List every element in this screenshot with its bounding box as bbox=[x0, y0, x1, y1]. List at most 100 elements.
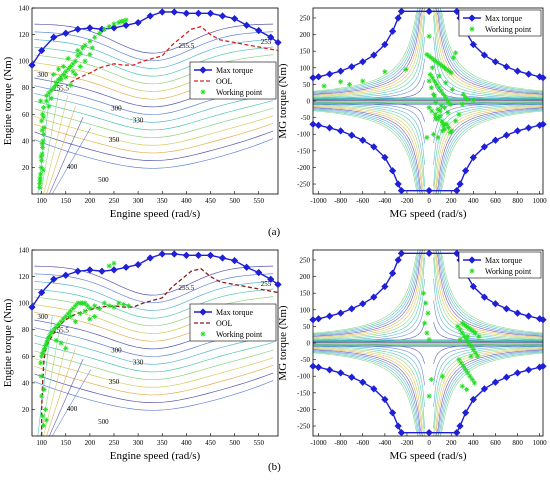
working-point bbox=[72, 319, 79, 325]
working-point bbox=[462, 95, 469, 101]
max-torque-marker bbox=[194, 9, 203, 17]
x-tick-label: 1000 bbox=[533, 197, 548, 205]
contour-line bbox=[34, 364, 274, 396]
max-torque-marker bbox=[370, 385, 378, 393]
working-point bbox=[428, 55, 434, 61]
working-point bbox=[467, 373, 473, 379]
working-point bbox=[440, 123, 447, 129]
contour-line bbox=[313, 350, 425, 436]
working-point bbox=[51, 85, 57, 91]
contour-line bbox=[433, 109, 543, 194]
working-point bbox=[38, 171, 44, 177]
contour-line bbox=[313, 345, 425, 407]
x-tick-label: 0 bbox=[427, 197, 431, 205]
contour-line bbox=[34, 31, 274, 62]
working-point bbox=[101, 26, 107, 32]
working-point bbox=[39, 118, 45, 124]
contour-line bbox=[313, 347, 425, 436]
contour-line bbox=[433, 250, 543, 338]
working-point bbox=[439, 118, 445, 124]
working-point bbox=[47, 332, 53, 338]
contour-line bbox=[34, 122, 274, 154]
working-point bbox=[468, 343, 474, 349]
x-tick-label: 500 bbox=[229, 439, 240, 447]
working-point bbox=[466, 325, 472, 331]
working-point bbox=[445, 124, 452, 131]
max-torque-marker bbox=[74, 25, 82, 33]
working-point bbox=[40, 144, 46, 151]
y-tick-label: 120 bbox=[19, 31, 30, 39]
working-point bbox=[450, 55, 457, 61]
max-torque-marker bbox=[243, 263, 251, 271]
max-torque-marker bbox=[480, 143, 489, 151]
working-point bbox=[43, 93, 50, 99]
contour-line bbox=[433, 250, 543, 335]
y-tick-label: 100 bbox=[19, 300, 30, 308]
max-torque-marker bbox=[425, 7, 433, 15]
working-point bbox=[39, 127, 45, 133]
contour-label: 330 bbox=[133, 116, 144, 124]
legend-marker-max-torque bbox=[468, 256, 476, 264]
y-tick-label: 140 bbox=[19, 247, 30, 255]
working-point bbox=[465, 370, 471, 376]
working-point bbox=[437, 61, 443, 68]
working-point bbox=[63, 313, 69, 320]
legend-marker-working-point bbox=[200, 331, 206, 337]
y-tick-label: -100 bbox=[297, 131, 310, 139]
working-point bbox=[53, 82, 59, 88]
contour-label: 300 bbox=[37, 71, 48, 79]
contour-line bbox=[313, 15, 425, 99]
working-point bbox=[422, 320, 428, 326]
max-torque-marker bbox=[425, 187, 433, 195]
working-point bbox=[420, 290, 427, 296]
working-point bbox=[65, 55, 71, 62]
working-point bbox=[60, 316, 66, 322]
working-point bbox=[435, 134, 441, 141]
legend-label: OOL bbox=[216, 319, 233, 328]
max-torque-marker bbox=[314, 363, 323, 371]
working-point bbox=[48, 329, 54, 335]
working-point bbox=[432, 111, 438, 117]
max-torque-marker bbox=[74, 267, 82, 275]
working-point bbox=[58, 77, 64, 83]
working-point bbox=[70, 305, 76, 312]
working-point bbox=[39, 393, 45, 399]
max-torque-marker bbox=[456, 180, 464, 188]
max-torque-marker bbox=[38, 46, 46, 55]
contour-line bbox=[313, 108, 425, 194]
x-tick-label: 500 bbox=[229, 197, 240, 205]
max-torque-marker bbox=[539, 316, 547, 324]
max-torque-marker bbox=[267, 275, 275, 283]
contour-line bbox=[313, 351, 425, 436]
contour-line bbox=[34, 23, 274, 54]
max-torque-marker bbox=[337, 67, 345, 75]
contour-line bbox=[433, 103, 543, 165]
max-torque-marker bbox=[397, 249, 406, 257]
working-point bbox=[58, 74, 64, 80]
contour-line bbox=[433, 250, 543, 336]
contour-line bbox=[433, 110, 543, 194]
max-torque-marker bbox=[381, 40, 389, 49]
max-torque-marker bbox=[314, 73, 323, 81]
working-point bbox=[436, 85, 442, 91]
x-tick-label: 0 bbox=[427, 439, 431, 447]
legend-label: Max torque bbox=[485, 14, 523, 23]
max-torque-marker bbox=[230, 257, 239, 265]
working-point bbox=[456, 111, 462, 117]
plot-frame bbox=[31, 249, 279, 437]
x-tick-label: 350 bbox=[157, 439, 168, 447]
y-tick-label: -50 bbox=[301, 356, 311, 364]
working-point bbox=[46, 103, 52, 109]
max-torque-marker bbox=[359, 58, 367, 66]
max-torque-marker bbox=[146, 254, 154, 262]
working-point bbox=[476, 333, 482, 339]
working-point bbox=[111, 304, 117, 310]
max-torque-marker bbox=[218, 254, 227, 262]
contour-line bbox=[313, 8, 425, 93]
working-point bbox=[429, 75, 436, 81]
max-torque-marker bbox=[337, 309, 345, 317]
working-point bbox=[438, 103, 444, 109]
contour-line bbox=[313, 106, 425, 194]
x-tick-label: 600 bbox=[490, 197, 501, 205]
contour-line bbox=[433, 279, 543, 341]
